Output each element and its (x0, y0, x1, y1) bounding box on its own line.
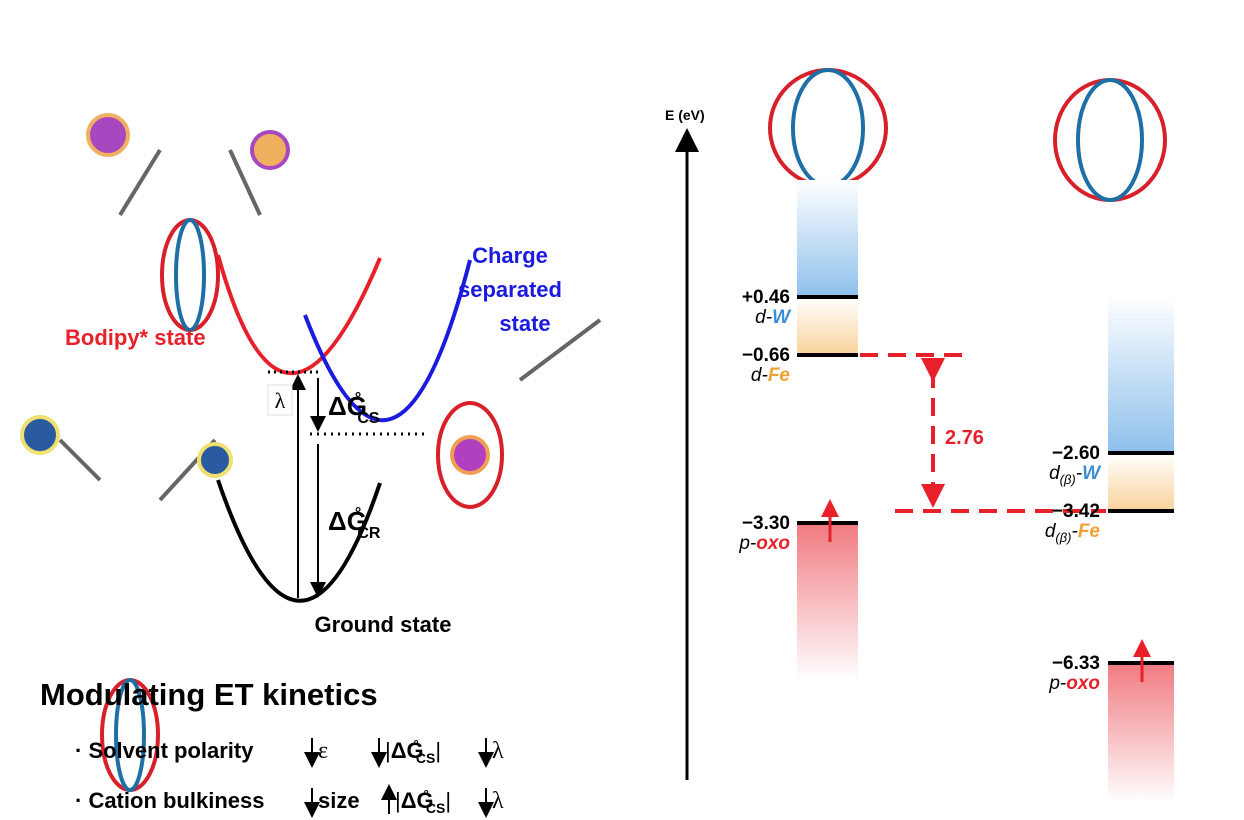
bodipy-label: Bodipy* state (65, 325, 206, 350)
energy-value: −0.66 (742, 345, 790, 366)
circle-shape (199, 444, 231, 476)
kinetics-row-label: · Solvent polarity (75, 738, 254, 763)
effect: |ΔG°CS| (385, 737, 441, 766)
rect-shape (797, 180, 858, 297)
rect-shape (797, 297, 858, 355)
effect: size (318, 788, 360, 813)
effect: ε (318, 738, 328, 764)
lambda-label: λ (275, 388, 286, 413)
orbital-label: d(β)-W (1049, 463, 1102, 487)
orbital-element: oxo (756, 533, 790, 554)
bar: | (435, 738, 441, 763)
dg-cr: ΔG°CR (328, 505, 381, 542)
orbital-element: oxo (1066, 673, 1100, 694)
figure: Bodipy* state Charge separated state Gro… (0, 0, 1244, 820)
dg-cs: ΔG°CS (328, 390, 380, 427)
kinetics-row-label: · Cation bulkiness (75, 788, 264, 813)
orbital-prefix: p- (1048, 673, 1066, 694)
potential-curves (218, 255, 470, 601)
orbital-prefix: d- (751, 365, 768, 386)
dg-degree: ° (355, 505, 361, 522)
ellipse-shape (1078, 80, 1142, 200)
energy-value: −2.60 (1052, 443, 1100, 464)
circle-shape (252, 132, 288, 168)
rect-shape (797, 523, 858, 680)
orbital-element: W (1082, 463, 1102, 484)
orbital-prefix: p- (738, 533, 756, 554)
energy-value: −3.30 (742, 513, 790, 534)
orbital-prefix: d- (755, 307, 772, 328)
cs-label: state (499, 311, 550, 336)
axis-label: E (eV) (665, 107, 705, 123)
orbital-sub: (β) (1055, 530, 1071, 545)
gap-label: 2.76 (945, 427, 984, 449)
orbital-element: Fe (768, 365, 791, 386)
orbital-label: d(β)-Fe (1045, 521, 1101, 545)
dg-sub: CR (357, 525, 381, 542)
orbital-label: p-oxo (1048, 673, 1100, 694)
ellipse-shape (162, 220, 218, 330)
effect: λ (492, 788, 504, 814)
orbital-label: p-oxo (738, 533, 790, 554)
effect: λ (492, 738, 504, 764)
ellipse-shape (770, 70, 886, 186)
ground-label: Ground state (315, 612, 452, 637)
orbital-label: d-W (755, 307, 792, 328)
kinetics-title: Modulating ET kinetics (40, 677, 378, 712)
effect: |ΔG°CS| (395, 787, 451, 816)
rect-shape (1108, 453, 1174, 511)
orbital-element: Fe (1078, 521, 1101, 542)
rect-shape (1108, 663, 1174, 803)
dg-sub: CS (357, 410, 380, 427)
energy-value: +0.46 (742, 287, 790, 308)
energy-bands (687, 140, 1174, 803)
rect-shape (1108, 295, 1174, 453)
ellipse-shape (793, 70, 863, 186)
path-shape (218, 255, 380, 373)
bar: | (445, 788, 451, 813)
cs-label: separated (458, 277, 562, 302)
ellipse-shape (176, 220, 204, 330)
orbital-sub: (β) (1060, 472, 1076, 487)
ellipse-shape (1055, 80, 1165, 200)
energy-value: −3.42 (1052, 501, 1100, 522)
cs-label: Charge (472, 243, 548, 268)
circle-shape (452, 437, 488, 473)
energy-value: −6.33 (1052, 653, 1100, 674)
dg-sub: CS (416, 750, 435, 766)
circle-shape (22, 417, 58, 453)
orbital-element: W (772, 307, 792, 328)
dg-degree: ° (355, 390, 361, 407)
g-shape: Charge separated state (458, 243, 562, 336)
dg-sub: CS (426, 800, 445, 816)
orbital-label: d-Fe (751, 365, 791, 386)
circle-shape (88, 115, 128, 155)
